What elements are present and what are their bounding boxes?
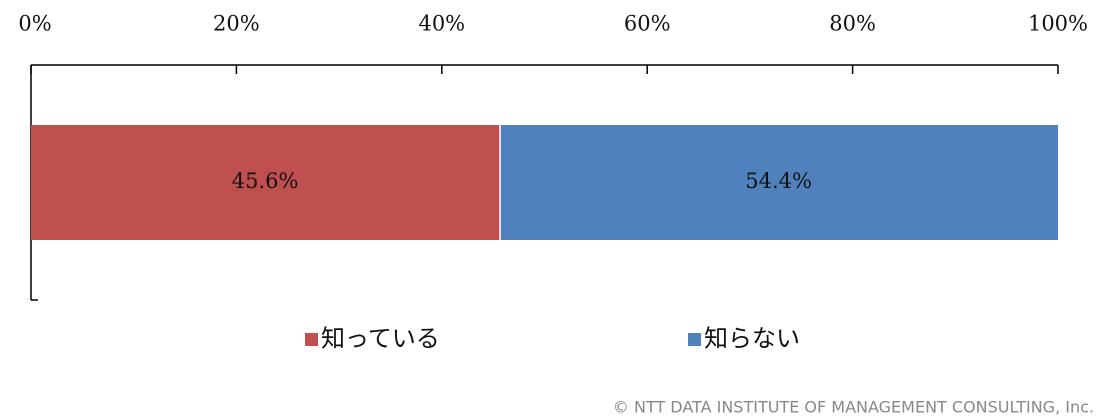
data-label: 54.4% bbox=[745, 169, 812, 193]
credit: © NTT DATA INSTITUTE OF MANAGEMENT CONSU… bbox=[613, 398, 1094, 417]
x-tick-label: 40% bbox=[418, 12, 465, 36]
data-label: 45.6% bbox=[232, 169, 299, 193]
x-tick-label: 80% bbox=[829, 12, 876, 36]
x-tick-label: 20% bbox=[213, 12, 260, 36]
bar-segment bbox=[500, 125, 1058, 240]
legend-label: 知らない bbox=[704, 325, 800, 353]
x-tick-label: 0% bbox=[18, 12, 51, 36]
x-tick-label: 60% bbox=[624, 12, 671, 36]
legend-swatch bbox=[305, 333, 318, 346]
legend-label: 知っている bbox=[321, 325, 440, 353]
legend-swatch bbox=[688, 333, 701, 346]
bar-segment bbox=[31, 125, 500, 240]
x-tick-label: 100% bbox=[1028, 12, 1088, 36]
